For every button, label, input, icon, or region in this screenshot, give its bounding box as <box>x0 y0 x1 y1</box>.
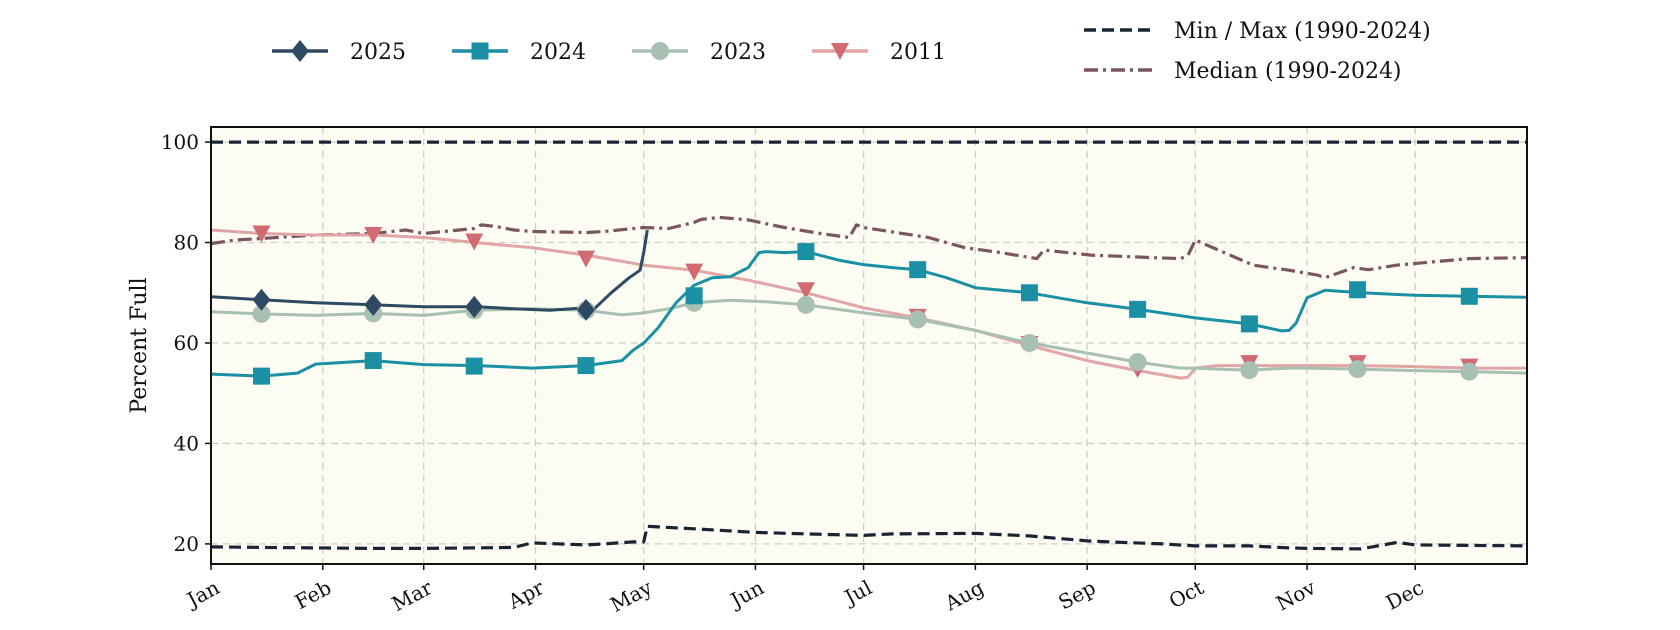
marker-2025 <box>252 288 271 311</box>
marker-2024 <box>685 287 703 305</box>
marker-2011 <box>252 225 271 243</box>
marker-2024 <box>1240 315 1258 333</box>
x-tick-label: Aug <box>940 575 988 616</box>
marker-2024 <box>364 352 382 370</box>
legend: 2025 2024 2023 2011 Min / Max (1990-2024) Med… <box>272 19 1431 84</box>
series-line-2025 <box>210 229 649 312</box>
legend-label-2025: 2025 <box>350 40 406 65</box>
y-axis-label: Percent Full <box>127 277 152 413</box>
x-tick-label: Jan <box>181 575 223 613</box>
x-tick-label: Dec <box>1382 575 1428 615</box>
marker-2024 <box>465 357 483 375</box>
x-tick-label: Feb <box>291 575 335 614</box>
marker-2023 <box>1460 362 1479 381</box>
series-layer <box>210 140 1528 551</box>
y-tick-label: 100 <box>161 130 199 154</box>
marker-2024 <box>1129 300 1147 318</box>
y-tick-label: 80 <box>174 231 199 255</box>
x-tick-label: Oct <box>1165 575 1208 613</box>
marker-2023 <box>1348 360 1367 379</box>
x-axis-ticks: Jan Feb Mar Apr May Jun Jul Aug Sep Oct Nov Dec <box>181 564 1428 617</box>
marker-2024 <box>1460 287 1478 305</box>
legend-label-2011: 2011 <box>890 40 946 65</box>
x-tick-label: Apr <box>503 575 548 614</box>
marker-2025 <box>465 295 484 318</box>
y-tick-label: 20 <box>174 532 199 556</box>
y-axis-ticks: 20 40 60 80 100 <box>161 130 211 556</box>
legend-label-min-max-1990-2024: Min / Max (1990-2024) <box>1174 19 1431 44</box>
series-line-median-1990-2024 <box>210 215 1528 280</box>
marker-2024 <box>1349 281 1367 299</box>
y-tick-label: 40 <box>174 431 199 455</box>
marker-layer <box>252 225 1479 385</box>
marker-2011 <box>576 250 595 268</box>
x-tick-label: Mar <box>388 575 437 616</box>
marker-2023 <box>1128 353 1147 372</box>
legend-marker-2024 <box>471 42 489 60</box>
marker-2011 <box>796 282 815 300</box>
marker-2023 <box>1240 361 1259 380</box>
marker-2023 <box>908 310 927 329</box>
marker-2024 <box>1020 284 1038 302</box>
legend-marker-2025 <box>291 40 309 62</box>
marker-2025 <box>364 293 383 316</box>
legend-label-2024: 2024 <box>530 40 586 65</box>
marker-2023 <box>252 304 271 323</box>
marker-2011 <box>465 233 484 251</box>
x-tick-label: Jul <box>839 575 876 610</box>
x-tick-label: Jun <box>725 575 768 613</box>
marker-2024 <box>909 261 927 279</box>
marker-2023 <box>1020 333 1039 352</box>
marker-2011 <box>364 226 383 244</box>
x-tick-label: May <box>606 575 656 617</box>
series-line-min-max-1990-2024-2 <box>210 524 1528 551</box>
legend-marker-2023 <box>651 42 669 60</box>
marker-2011 <box>685 263 704 281</box>
x-tick-label: Sep <box>1054 575 1099 614</box>
plot-background <box>211 127 1527 564</box>
legend-label-median-1990-2024: Median (1990-2024) <box>1174 59 1402 84</box>
legend-label-2023: 2023 <box>710 40 766 65</box>
marker-2024 <box>577 357 595 375</box>
plot-frame <box>210 126 1528 565</box>
y-tick-label: 60 <box>174 331 199 355</box>
series-line-2024 <box>210 250 1528 378</box>
marker-2023 <box>796 295 815 314</box>
marker-2024 <box>252 367 270 385</box>
x-tick-label: Nov <box>1272 575 1320 616</box>
marker-2025 <box>576 298 595 321</box>
marker-2024 <box>797 243 815 261</box>
legend-marker-2011 <box>831 43 849 60</box>
